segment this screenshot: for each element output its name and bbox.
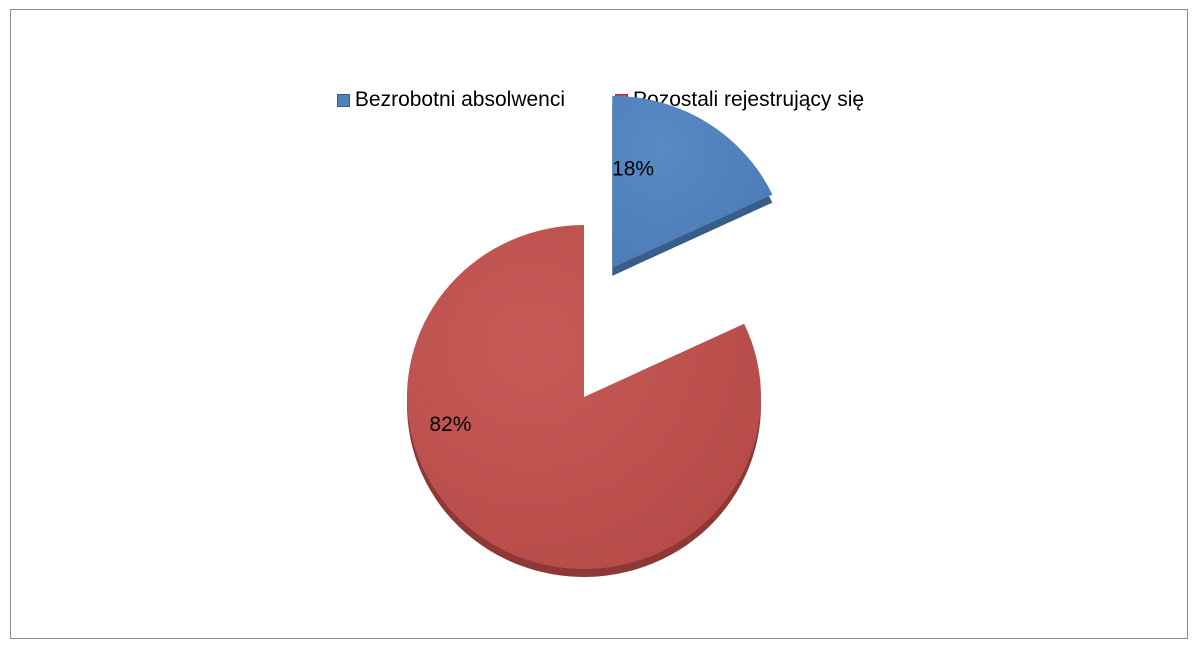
data-label-absolwenci: 18%	[612, 157, 654, 180]
legend-swatch-absolwenci	[336, 93, 350, 107]
legend-item-absolwenci: Bezrobotni absolwenci	[336, 88, 566, 112]
data-label-pozostali: 82%	[429, 413, 471, 436]
legend-label-pozostali: Pozostali rejestrujący się	[633, 88, 865, 111]
slice-pozostali	[406, 225, 761, 569]
slice-absolwenci	[612, 95, 773, 268]
legend: Bezrobotni absolwenci Pozostali rejestru…	[0, 88, 1201, 112]
legend-label-absolwenci: Bezrobotni absolwenci	[354, 88, 566, 111]
